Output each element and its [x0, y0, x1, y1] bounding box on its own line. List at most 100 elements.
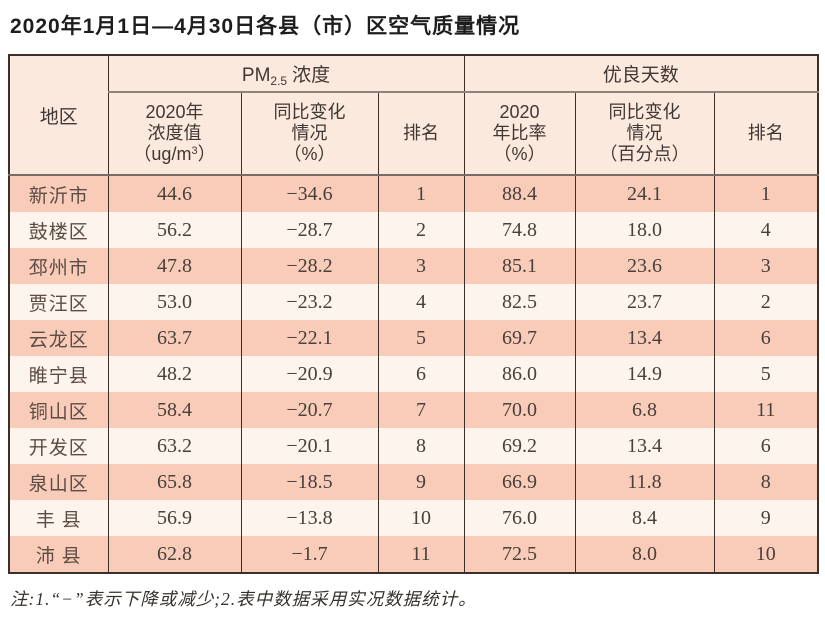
pm-value-cell: 63.2 [107, 428, 241, 464]
pm-rank-cell: 5 [377, 320, 465, 356]
page-title: 2020年1月1日—4月30日各县（市）区空气质量情况 [10, 15, 521, 38]
good-change-cell: 13.4 [574, 428, 715, 464]
pm-change-cell: −23.2 [240, 284, 378, 320]
pm-rank-cell: 7 [377, 392, 465, 428]
pm-change-cell: −28.2 [240, 248, 378, 284]
good-change-cell: 11.8 [574, 464, 715, 500]
pm-value-cell: 62.8 [107, 536, 241, 573]
pm-change-cell: −20.9 [240, 356, 378, 392]
column-group-pm25: PM2.5 浓度 [107, 55, 465, 93]
pm-value-cell: 65.8 [107, 464, 241, 500]
good-rank-cell: 6 [713, 320, 819, 356]
pm-change-cell: −20.7 [240, 392, 378, 428]
header-line-unit: （ug/m3） [111, 144, 239, 165]
good-ratio-cell: 82.5 [463, 284, 576, 320]
pm-rank-cell: 1 [377, 175, 465, 212]
good-change-cell: 14.9 [574, 356, 715, 392]
pm-rank-cell: 11 [377, 536, 465, 573]
header-line: 2020 [499, 101, 540, 122]
pm-value-cell: 56.2 [107, 212, 241, 248]
pm25-label-subscript: 2.5 [270, 73, 288, 88]
table-row: 贾汪区 53.0 −23.2 4 82.5 23.7 2 [8, 284, 819, 320]
good-rank-cell: 10 [713, 536, 819, 573]
pm-rank-cell: 10 [377, 500, 465, 536]
good-ratio-cell: 86.0 [463, 356, 576, 392]
header-line: 同比变化 [273, 101, 346, 122]
good-ratio-cell: 69.7 [463, 320, 576, 356]
good-ratio-cell: 88.4 [463, 175, 576, 212]
table-row: 睢宁县 48.2 −20.9 6 86.0 14.9 5 [8, 356, 819, 392]
column-header-good-change: 同比变化 情况 （百分点） [574, 92, 715, 176]
good-ratio-cell: 70.0 [463, 392, 576, 428]
pm25-label-prefix: PM [241, 64, 271, 86]
column-header-good-ratio: 2020 年比率 （%） [463, 92, 576, 176]
region-cell: 贾汪区 [8, 284, 108, 320]
unit-suffix: ） [197, 144, 216, 165]
table-row: 邳州市 47.8 −28.2 3 85.1 23.6 3 [8, 248, 819, 284]
unit-superscript: 3 [191, 145, 198, 158]
pm25-label-suffix: 浓度 [292, 64, 331, 86]
good-rank-cell: 9 [713, 500, 819, 536]
region-cell: 沛 县 [8, 536, 108, 573]
pm-rank-cell: 4 [377, 284, 465, 320]
header-line: 年比率 [492, 122, 547, 143]
header-line: 2020年 [145, 101, 204, 122]
good-rank-cell: 6 [713, 428, 819, 464]
good-ratio-cell: 69.2 [463, 428, 576, 464]
region-cell: 新沂市 [8, 175, 108, 212]
header-line: 情况 [291, 122, 328, 143]
pm-value-cell: 47.8 [107, 248, 241, 284]
region-cell: 泉山区 [8, 464, 108, 500]
good-change-cell: 24.1 [574, 175, 715, 212]
table-row: 开发区 63.2 −20.1 8 69.2 13.4 6 [8, 428, 819, 464]
table-row: 铜山区 58.4 −20.7 7 70.0 6.8 11 [8, 392, 819, 428]
pm-change-cell: −34.6 [240, 175, 378, 212]
good-change-cell: 13.4 [574, 320, 715, 356]
header-sub-row: 2020年 浓度值 （ug/m3） 同比变化 情况 （%） 排名 2020 年比… [9, 92, 819, 176]
header-line: （%） [283, 144, 336, 165]
pm-change-cell: −1.7 [240, 536, 378, 573]
good-change-cell: 18.0 [574, 212, 715, 248]
pm-value-cell: 56.9 [107, 500, 241, 536]
pm-value-cell: 53.0 [107, 284, 241, 320]
table-header: 地区 PM2.5 浓度 优良天数 2020年 浓度值 （ug/m3） 同比变化 情… [8, 55, 819, 176]
header-line: （百分点） [599, 144, 690, 165]
region-cell: 邳州市 [8, 248, 108, 284]
pm-value-cell: 48.2 [107, 356, 241, 392]
good-rank-cell: 2 [713, 284, 819, 320]
header-line: 同比变化 [608, 101, 681, 122]
good-rank-cell: 1 [713, 175, 819, 212]
pm-rank-cell: 6 [377, 356, 465, 392]
good-change-cell: 8.4 [574, 500, 715, 536]
good-ratio-cell: 74.8 [463, 212, 576, 248]
region-cell: 铜山区 [8, 392, 108, 428]
footnote: 注:1.“−”表示下降或减少;2.表中数据采用实况数据统计。 [10, 589, 477, 609]
pm-value-cell: 63.7 [107, 320, 241, 356]
region-cell: 鼓楼区 [8, 212, 108, 248]
table-row: 新沂市 44.6 −34.6 1 88.4 24.1 1 [8, 175, 819, 212]
good-change-cell: 23.7 [574, 284, 715, 320]
pm-change-cell: −22.1 [240, 320, 378, 356]
table-row: 沛 县 62.8 −1.7 11 72.5 8.0 10 [8, 536, 819, 573]
good-change-cell: 23.6 [574, 248, 715, 284]
header-line: 浓度值 [147, 122, 202, 143]
good-rank-cell: 11 [713, 392, 819, 428]
column-header-pm-rank: 排名 [377, 92, 465, 176]
unit-prefix: （ug/m [133, 144, 192, 165]
pm-value-cell: 44.6 [107, 175, 241, 212]
air-quality-table: 地区 PM2.5 浓度 优良天数 2020年 浓度值 （ug/m3） 同比变化 情… [8, 54, 820, 574]
column-header-pm-change: 同比变化 情况 （%） [240, 92, 378, 176]
pm-change-cell: −18.5 [240, 464, 378, 500]
table-row: 丰 县 56.9 −13.8 10 76.0 8.4 9 [8, 500, 819, 536]
pm-rank-cell: 8 [377, 428, 465, 464]
region-cell: 云龙区 [8, 320, 108, 356]
column-header-region: 地区 [8, 55, 108, 176]
good-change-cell: 8.0 [574, 536, 715, 573]
table-row: 鼓楼区 56.2 −28.7 2 74.8 18.0 4 [8, 212, 819, 248]
good-ratio-cell: 66.9 [463, 464, 576, 500]
table-row: 云龙区 63.7 −22.1 5 69.7 13.4 6 [8, 320, 819, 356]
region-cell: 丰 县 [8, 500, 108, 536]
good-rank-cell: 3 [713, 248, 819, 284]
good-ratio-cell: 85.1 [463, 248, 576, 284]
